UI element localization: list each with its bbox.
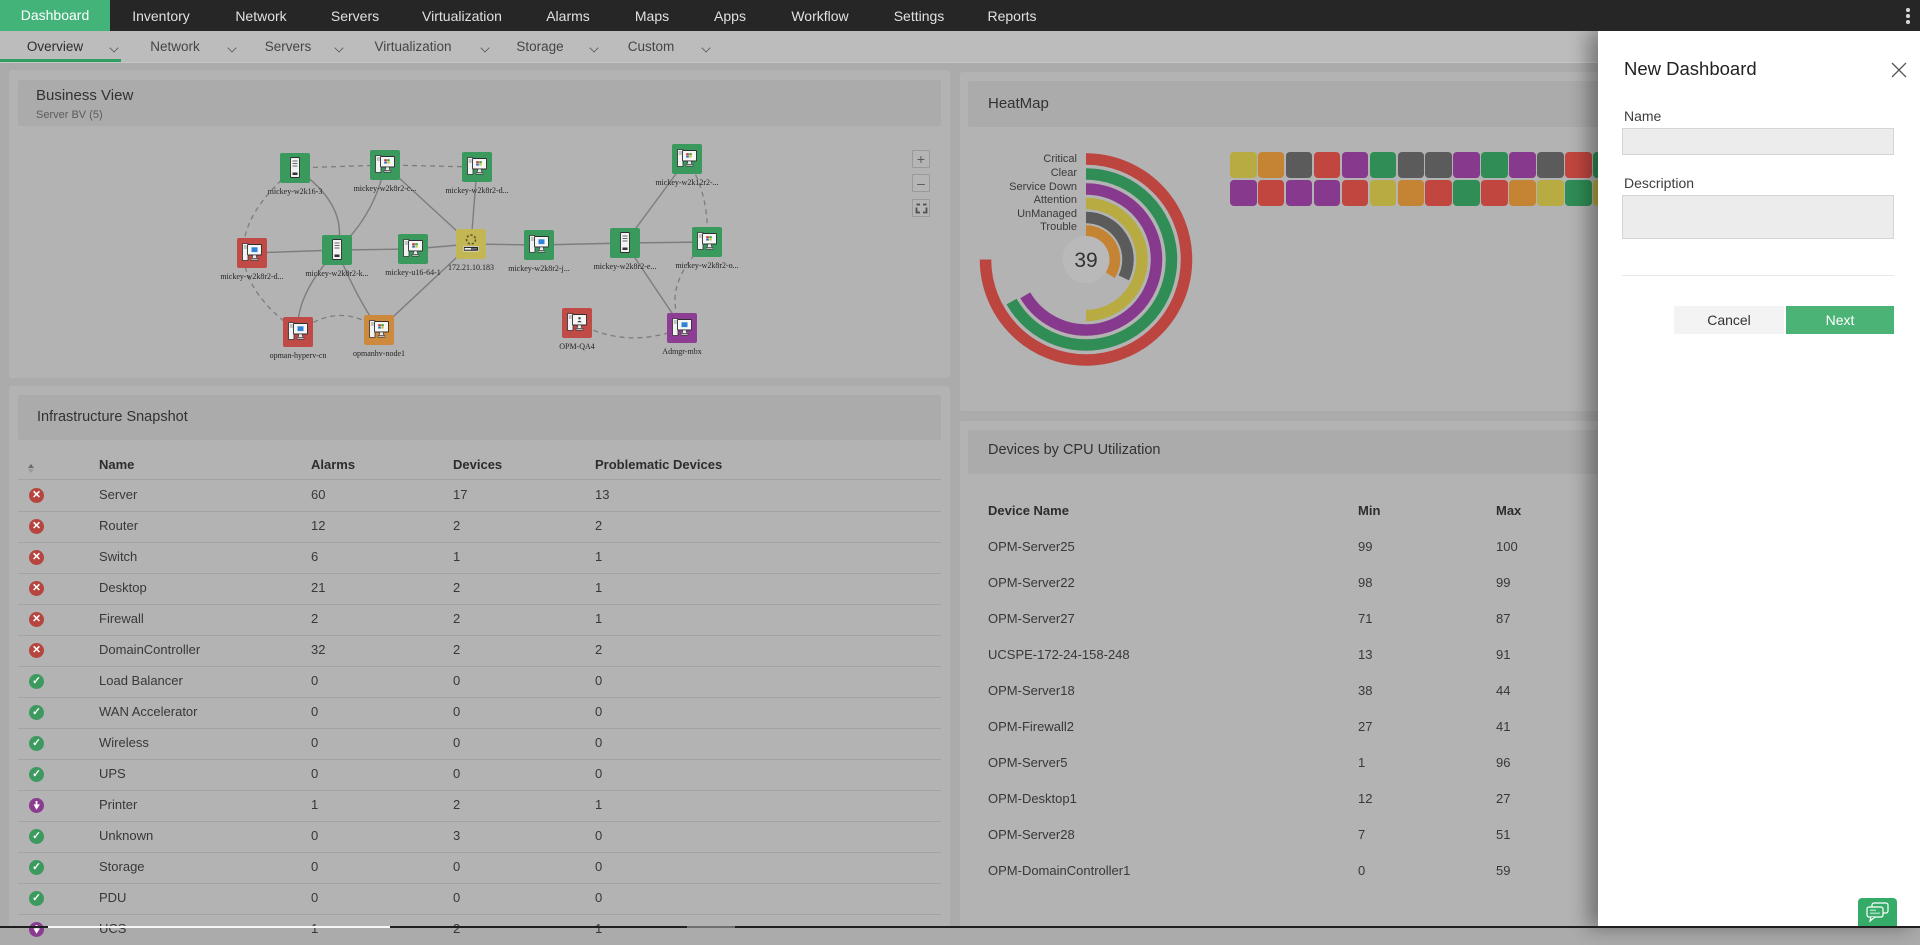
svg-text:opmanhv-node1: opmanhv-node1 xyxy=(353,349,405,358)
svg-text:opman-hyperv-cn: opman-hyperv-cn xyxy=(270,351,327,360)
svg-text:mickey-w2k8r2-e...: mickey-w2k8r2-e... xyxy=(594,262,657,271)
svg-text:mickey-w2k8r2-c...: mickey-w2k8r2-c... xyxy=(354,184,417,193)
svg-text:mickey-w2k8r2-j...: mickey-w2k8r2-j... xyxy=(508,264,570,273)
svg-text:mickey-w2k12r2-...: mickey-w2k12r2-... xyxy=(655,178,718,187)
svg-text:Admgr-mbx: Admgr-mbx xyxy=(662,347,701,356)
svg-text:172.21.10.183: 172.21.10.183 xyxy=(448,263,494,272)
svg-text:mickey-u16-64-1: mickey-u16-64-1 xyxy=(385,268,441,277)
svg-text:mickey-w2k8r2-o...: mickey-w2k8r2-o... xyxy=(675,261,738,270)
svg-text:mickey-w2k16-3: mickey-w2k16-3 xyxy=(268,187,323,196)
svg-text:OPM-QA4: OPM-QA4 xyxy=(559,342,595,351)
svg-text:mickey-w2k8r2-d...: mickey-w2k8r2-d... xyxy=(445,186,508,195)
svg-text:mickey-w2k8r2-d...: mickey-w2k8r2-d... xyxy=(220,272,283,281)
svg-text:mickey-w2k8r2-k...: mickey-w2k8r2-k... xyxy=(305,269,368,278)
svg-text:39: 39 xyxy=(1074,249,1097,272)
